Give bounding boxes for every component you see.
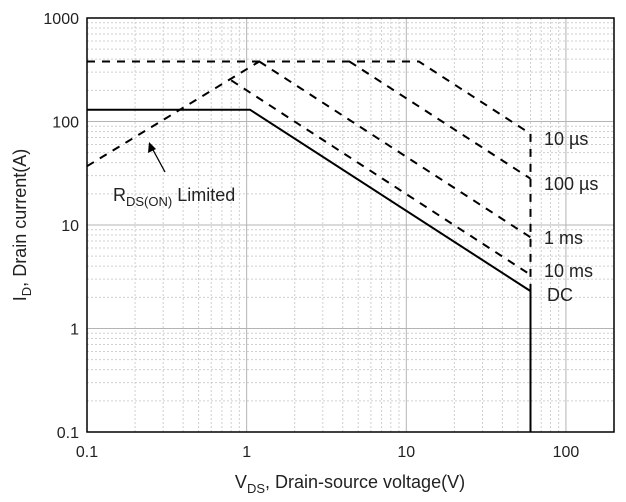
curve-10-s (87, 60, 532, 292)
annotation-arrow (148, 142, 166, 173)
x-axis-label: VDS, Drain-source voltage(V) (235, 472, 465, 496)
y-tick-label: 0.1 (57, 425, 79, 442)
curve-dc (87, 108, 532, 432)
label-10us: 10 µs (544, 129, 588, 149)
major-grid (86, 18, 614, 433)
label-100us: 100 µs (544, 174, 598, 194)
curve-rds-on-limited (86, 60, 260, 168)
y-tick-label: 1000 (43, 11, 79, 28)
x-tick-label: 0.1 (76, 444, 98, 461)
x-tick-label: 10 (397, 444, 415, 461)
curves (86, 60, 532, 432)
curve-100-s (348, 60, 532, 180)
x-tick-label: 100 (553, 444, 580, 461)
x-tick-label: 1 (242, 444, 251, 461)
y-tick-label: 1 (70, 322, 79, 339)
y-tick-label: 10 (61, 218, 79, 235)
label-1ms: 1 ms (544, 228, 583, 248)
curve-10-ms (230, 79, 532, 276)
curve-1-ms (258, 60, 532, 239)
label-10ms: 10 ms (544, 261, 593, 281)
plot-frame (86, 17, 615, 433)
label-dc: DC (547, 285, 573, 305)
y-tick-label: 100 (52, 115, 79, 132)
y-ticks: 0.1 1 10 100 1000 (43, 11, 79, 442)
rdson-annotation: RDS(ON) Limited (113, 185, 235, 209)
y-axis-label: ID, Drain current(A) (10, 149, 34, 301)
x-ticks: 0.1 1 10 100 (76, 444, 580, 461)
